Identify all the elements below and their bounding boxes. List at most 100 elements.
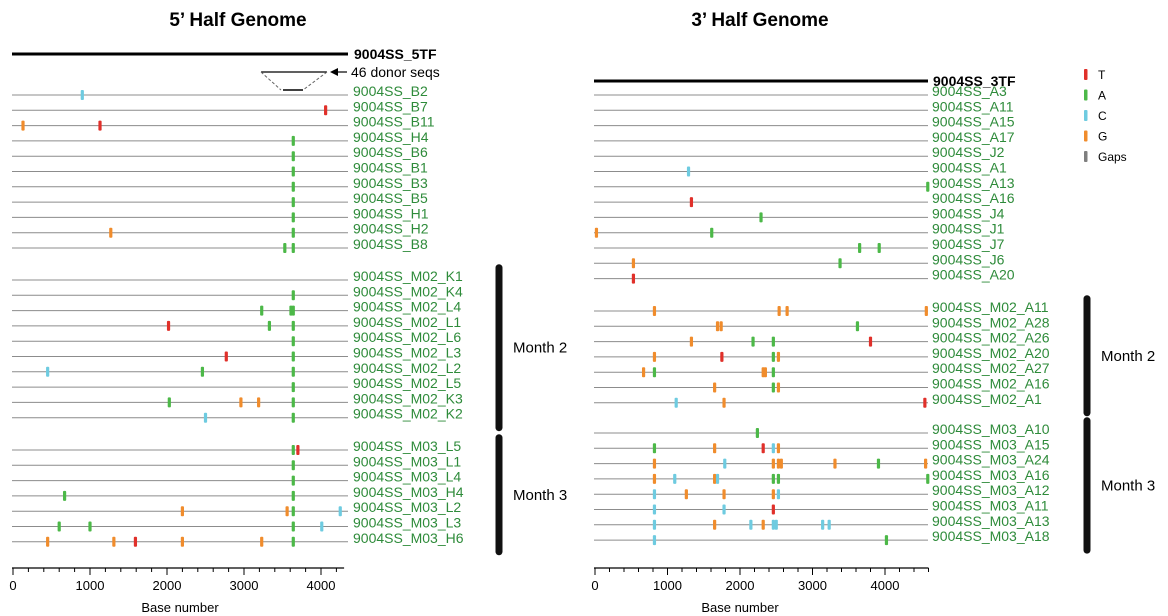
sequence-label: 9004SS_M02_K3 [353,390,463,406]
mutation-mark-G [779,458,783,469]
sequence-label: 9004SS_J4 [932,205,1005,221]
mutation-mark-A [291,397,295,408]
mutation-mark-C [749,519,753,530]
mutation-mark-G [652,458,657,469]
mutation-mark-T [689,197,694,208]
sequence-label: 9004SS_M02_A16 [932,376,1050,392]
mutation-mark-A [771,367,775,378]
mutation-mark-G [180,506,184,517]
mutation-mark-A [200,366,205,377]
mutation-mark-G [763,367,767,378]
legend-label: A [1098,89,1106,103]
sequence-label: 9004SS_J2 [932,144,1005,160]
sequence-label: 9004SS_M02_A28 [932,314,1050,330]
three-prime-x-axis-label: Base number [701,600,779,615]
legend-label: Gaps [1098,150,1127,164]
mutation-mark-C [673,473,677,484]
mutation-mark-G [109,227,113,238]
sequence-label: 9004SS_M02_L1 [353,314,461,330]
mutation-mark-C [771,519,775,530]
mutation-mark-G [652,306,657,316]
mutation-mark-G [652,351,657,362]
mutation-mark-A [291,305,295,316]
mutation-mark-G [722,489,726,500]
donor-bracket-right [302,71,328,91]
mutation-mark-A [57,521,61,532]
sequence-label: 9004SS_B7 [353,98,428,114]
mutation-mark-A [291,506,295,517]
mutation-mark-C [686,166,691,177]
sequence-label: 9004SS_A20 [932,267,1015,283]
mutation-mark-T [631,273,636,284]
mutation-mark-T [224,351,228,362]
mutation-mark-A [291,290,295,301]
mutation-mark-A [62,490,67,501]
legend-label: C [1098,109,1107,123]
mutation-mark-G [285,506,289,517]
sequence-label: 9004SS_M02_A26 [932,330,1050,346]
five-prime-x-axis-label: Base number [141,600,219,615]
sequence-label: 9004SS_M03_A11 [932,498,1049,514]
sequence-label: 9004SS_M03_L1 [353,453,461,469]
sequence-label: 9004SS_M03_A15 [932,436,1050,452]
sequence-label: 9004SS_M03_A16 [932,467,1050,483]
mutation-mark-T [868,336,873,347]
mutation-mark-A [876,458,881,469]
mutation-mark-C [46,366,50,377]
mutation-mark-C [715,473,720,484]
sequence-label: 9004SS_M03_A10 [932,421,1050,437]
legend-swatch-Gaps [1084,151,1088,162]
sequence-label: 9004SS_M02_L3 [353,345,461,361]
tick-label: 3000 [798,578,827,593]
sequence-label: 9004SS_M02_A1 [932,391,1042,407]
donor-annotation: 46 donor seqs [351,64,440,80]
mutation-mark-G [684,489,688,500]
mutation-mark-T [296,445,300,455]
mutation-mark-G [239,397,243,408]
mutation-mark-A [926,473,930,484]
tick-label: 1000 [76,578,105,593]
mutation-mark-C [776,489,781,500]
mutation-mark-G [761,519,765,530]
mutation-mark-G [776,458,781,469]
mutation-mark-A [291,135,295,146]
sequence-label: 9004SS_M03_H4 [353,484,464,500]
mutation-mark-A [291,521,295,532]
mutation-mark-A [291,382,295,393]
sequence-label: 9004SS_M03_L4 [353,469,461,485]
mutation-mark-A [291,197,295,208]
mutation-mark-A [755,428,759,438]
legend-swatch-T [1084,69,1088,80]
mutation-mark-A [771,351,775,362]
sequence-label: 9004SS_M02_L4 [353,299,461,315]
mutation-mark-A [776,473,781,484]
mutation-mark-G [924,458,928,469]
mutation-mark-T [166,320,171,331]
mutation-mark-A [291,151,295,162]
mutation-mark-A [291,181,295,192]
sequence-label: 9004SS_M03_A13 [932,513,1050,529]
sequence-label: 9004SS_A13 [932,175,1015,191]
mutation-mark-A [291,490,295,501]
mutation-mark-A [771,336,775,347]
sequence-label: 9004SS_M03_H6 [353,530,464,546]
sequence-label: 9004SS_B3 [353,175,428,191]
mutation-mark-C [674,397,678,408]
sequence-label: 9004SS_M03_L2 [353,499,461,515]
mutation-mark-C [827,519,831,530]
mutation-mark-A [291,536,295,547]
mutation-mark-G [713,519,717,530]
mutation-mark-A [291,320,295,331]
mutation-mark-G [924,306,928,316]
mutation-mark-C [723,458,727,469]
mutation-mark-G [776,351,781,362]
tick-label: 4000 [871,578,900,593]
sequence-label: 9004SS_M02_K1 [353,268,463,284]
tick-label: 0 [9,578,16,593]
sequence-label: 9004SS_M03_A18 [932,528,1050,544]
mutation-mark-G [771,489,775,500]
sequence-label: 9004SS_M02_A27 [932,360,1050,376]
mutation-mark-G [776,443,781,454]
mutation-mark-T [923,397,927,408]
